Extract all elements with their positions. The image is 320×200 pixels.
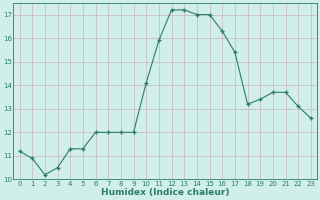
X-axis label: Humidex (Indice chaleur): Humidex (Indice chaleur) xyxy=(101,188,229,197)
